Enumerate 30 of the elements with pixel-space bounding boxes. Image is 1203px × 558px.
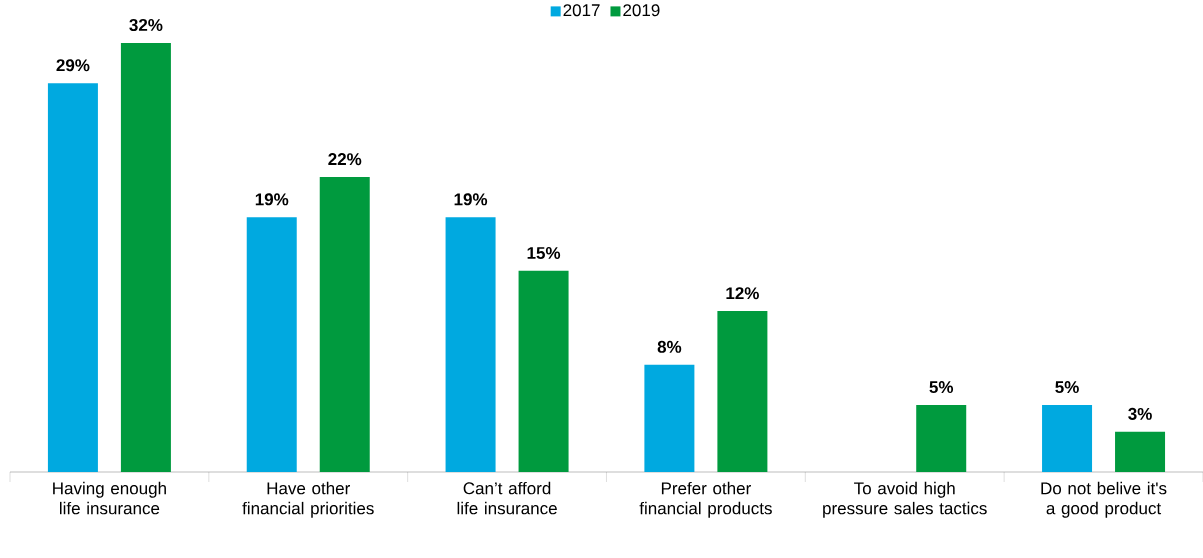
bar [319,177,370,472]
bar [47,83,98,472]
data-label: 32% [129,18,163,32]
bar [1042,404,1093,472]
data-label: 5% [929,381,954,394]
bar [644,364,695,472]
legend-label: 2017 [563,4,600,17]
x-tick-label: To avoid high pressure sales tactics [823,481,987,518]
data-label: 22% [328,153,362,166]
x-tick-label: Do not belive it's a good product [1041,481,1167,518]
x-tick-label: Have other financial priorities [242,481,374,518]
data-label: 5% [1055,381,1079,394]
data-label: 8% [657,340,682,353]
bar [1115,431,1166,472]
data-label: 29% [56,59,90,72]
data-label: 3% [1128,407,1152,420]
bar [916,404,967,472]
bar [717,311,768,472]
x-tick-label: Having enough life insurance [53,481,166,515]
bar [445,217,496,472]
data-label: 19% [454,193,488,206]
x-tick-label: Prefer other financial products [639,481,772,518]
bar [246,217,297,472]
x-tick-label: Can’t afford life insurance [457,481,557,515]
bar [120,42,171,472]
data-label: 15% [527,247,561,259]
data-label: 19% [255,193,289,206]
legend-label: 2019 [623,4,660,17]
data-label: 12% [726,287,759,300]
bar [518,270,569,472]
